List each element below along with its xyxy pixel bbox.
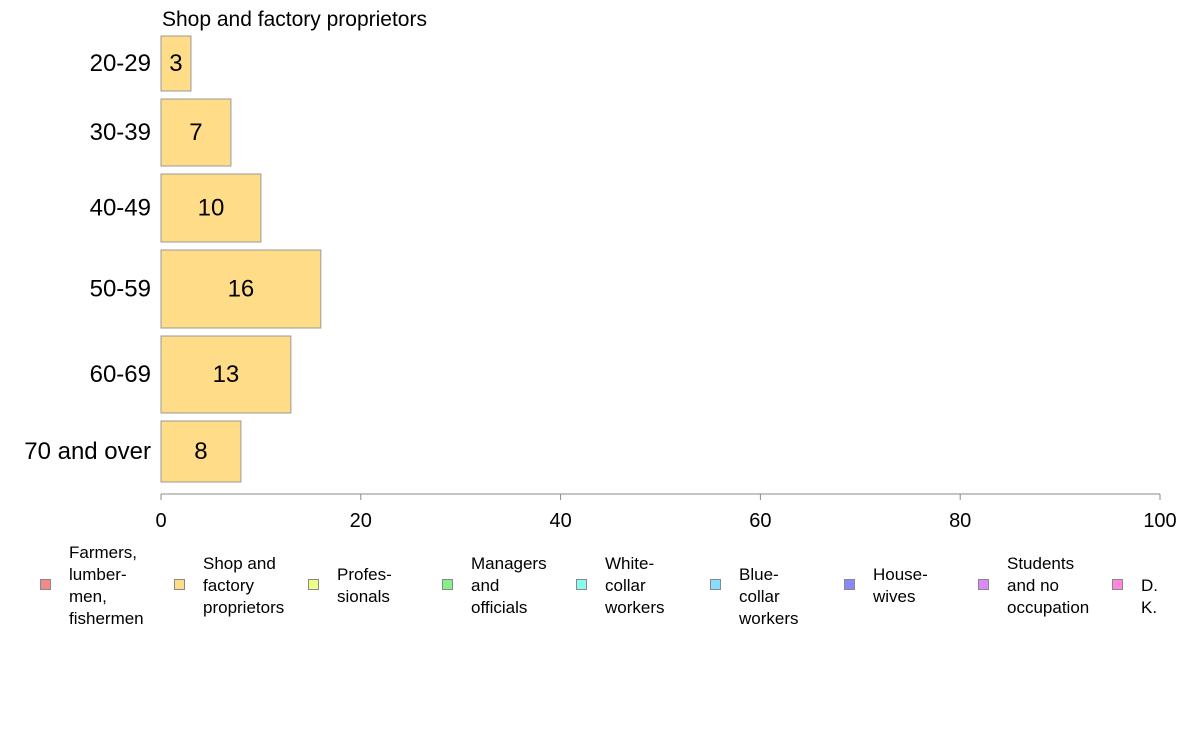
legend-swatch — [978, 579, 989, 590]
legend-swatch — [308, 579, 319, 590]
bar — [160, 98, 232, 167]
bar — [160, 335, 292, 414]
legend-label: House- wives — [873, 565, 928, 606]
bar-value-label: 3 — [169, 50, 182, 77]
legend-swatch — [174, 579, 185, 590]
legend-label: Students and no occupation — [1007, 554, 1090, 617]
legend: Farmers, lumber- men, fishermen Shop and … — [40, 543, 1188, 633]
legend-swatch — [576, 579, 587, 590]
x-tick-label: 100 — [1143, 510, 1176, 532]
x-tick-label: 80 — [949, 510, 971, 532]
category-label: 70 and over — [24, 438, 151, 465]
chart: Shop and factory proprietors 3 20-29 7 30-3… — [24, 8, 1177, 532]
x-tick-label: 40 — [549, 510, 571, 532]
x-tick-label: 20 — [350, 510, 372, 532]
legend-swatch — [40, 579, 51, 590]
bar-value-label: 8 — [194, 438, 207, 465]
legend-swatch — [442, 579, 453, 590]
legend-label: White- collar workers — [605, 554, 665, 617]
category-label: 30-39 — [90, 119, 151, 146]
category-label: 50-59 — [90, 276, 151, 303]
chart-title: Shop and factory proprietors — [162, 8, 427, 31]
bars-group: 3 20-29 7 30-39 10 40-49 16 50-59 13 60-69 8 70 and… — [24, 35, 322, 483]
bar — [160, 35, 192, 92]
bar-value-label: 10 — [198, 195, 225, 222]
bar-value-label: 7 — [189, 119, 202, 146]
bar-value-label: 13 — [213, 361, 240, 388]
category-label: 40-49 — [90, 195, 151, 222]
legend-label: Profes- sionals — [337, 565, 392, 606]
legend-label: Blue-collar workers — [739, 565, 799, 628]
legend-swatch — [1112, 579, 1123, 590]
legend-label: D. K. — [1141, 576, 1158, 617]
legend-swatch — [710, 579, 721, 590]
bar — [160, 420, 242, 483]
bar — [160, 249, 322, 329]
category-label: 60-69 — [90, 361, 151, 388]
category-label: 20-29 — [90, 50, 151, 77]
legend-label: Managers and officials — [471, 554, 547, 617]
bar-value-label: 16 — [228, 276, 255, 303]
x-axis: 0 20 40 60 80 100 — [155, 493, 1177, 532]
legend-swatch — [844, 579, 855, 590]
legend-label: Farmers, lumber- men, fishermen — [69, 543, 144, 628]
x-tick-label: 0 — [155, 510, 166, 532]
legend-label: Shop and factory proprietors — [203, 554, 285, 617]
bar — [160, 173, 262, 243]
x-tick-label: 60 — [749, 510, 771, 532]
